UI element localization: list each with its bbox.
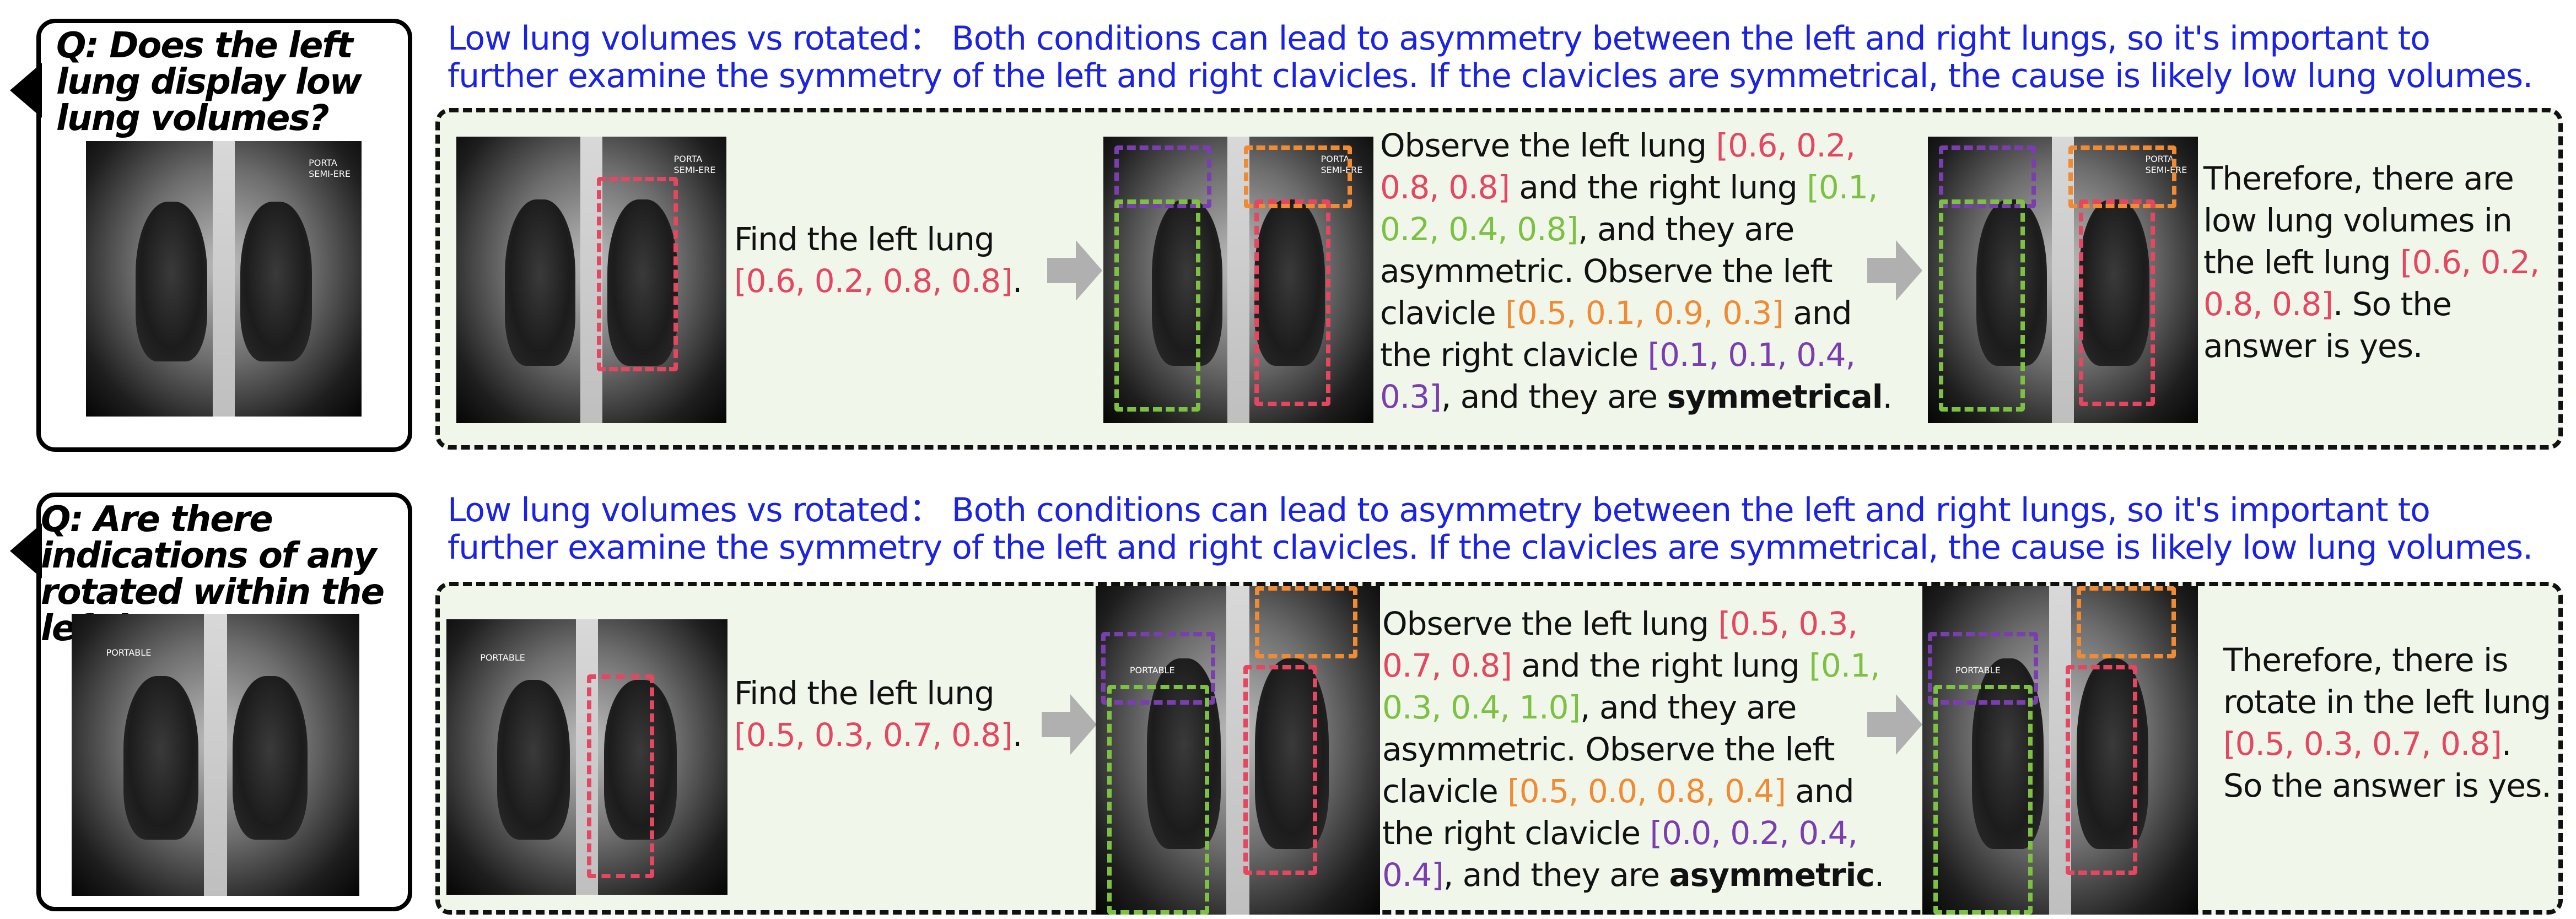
left-lung-box (2066, 665, 2137, 875)
left-lung-coords: [0.5, 0.3, 0.7, 0.8] (1382, 605, 1858, 684)
right-clavicle-box (1928, 632, 2038, 705)
left-lung-box (1254, 199, 1330, 406)
explanation-line-2: further examine the symmetry of the left… (448, 57, 2533, 95)
right-clavicle-coords: [0.1, 0.1, 0.4, 0.3] (1380, 336, 1856, 415)
left-lung-box (587, 674, 655, 878)
left-lung-box (1243, 665, 1318, 875)
step2-xray-image: PORTABLE (1096, 586, 1380, 915)
step1-text: Find the left lung [0.6, 0.2, 0.8, 0.8]. (734, 220, 1022, 300)
question-xray-image: PORTA SEMI-ERE (86, 141, 362, 417)
arrow-right-icon (1042, 694, 1097, 755)
left-clavicle-box (1254, 586, 1357, 659)
xray-label: PORTA SEMI-ERE (1321, 154, 1363, 176)
step1-text: Find the left lung [0.5, 0.3, 0.7, 0.8]. (734, 674, 1022, 754)
example-row-2: Q: Are there indications of any rotated … (0, 460, 2576, 919)
step2-xray-image: PORTA SEMI-ERE (1103, 137, 1373, 423)
speech-pointer-icon (10, 63, 42, 118)
xray-label: PORTABLE (1955, 665, 2001, 676)
right-clavicle-coords: [0.0, 0.2, 0.4, 0.4] (1382, 814, 1858, 894)
right-clavicle-box (1101, 632, 1215, 705)
left-lung-box (596, 176, 678, 372)
right-lung-box (1938, 199, 2025, 412)
right-lung-box (1114, 199, 1201, 412)
xray-label: PORTA SEMI-ERE (309, 158, 351, 179)
right-lung-coords: [0.1, 0.3, 0.4, 1.0] (1382, 647, 1880, 726)
right-lung-box (1107, 684, 1210, 915)
question-text: Q: Does the left lung display low lung v… (56, 25, 362, 139)
reasoning-panel: PORTABLE Find the left lung [0.5, 0.3, 0… (435, 582, 2563, 915)
explanation-text: Low lung volumes vs rotated： Both condit… (448, 491, 2569, 566)
step3-text: Therefore, there is rotate in the left l… (2223, 641, 2552, 804)
explanation-line-2: further examine the symmetry of the left… (448, 528, 2533, 567)
question-xray-image: PORTABLE (72, 614, 359, 896)
right-lung-box (1933, 684, 2033, 915)
verdict-text: asymmetric (1669, 856, 1874, 894)
left-lung-coords: [0.5, 0.3, 0.7, 0.8] (2223, 725, 2502, 763)
explanation-line-1: Low lung volumes vs rotated： Both condit… (448, 491, 2431, 529)
step2-text: Observe the left lung [0.6, 0.2, 0.8, 0.… (1380, 127, 1893, 415)
verdict-text: symmetrical (1667, 378, 1883, 415)
xray-label: PORTABLE (480, 652, 525, 663)
arrow-right-icon (1047, 240, 1102, 301)
right-clavicle-box (1938, 145, 2036, 208)
left-lung-coords: [0.6, 0.2, 0.8, 0.8] (734, 262, 1013, 300)
example-row-1: Q: Does the left lung display low lung v… (10, 19, 2569, 452)
right-lung-coords: [0.1, 0.2, 0.4, 0.8] (1380, 169, 1878, 248)
xray-label: PORTA SEMI-ERE (2145, 154, 2187, 176)
left-lung-coords: [0.6, 0.2, 0.8, 0.8] (1380, 127, 1856, 206)
left-clavicle-box (2068, 145, 2176, 208)
arrow-right-icon (1867, 240, 1922, 301)
xray-label: PORTABLE (1129, 665, 1175, 676)
step3-xray-image: PORTA SEMI-ERE (1928, 137, 2198, 423)
left-clavicle-coords: [0.5, 0.0, 0.8, 0.4] (1507, 772, 1786, 810)
left-clavicle-coords: [0.5, 0.1, 0.9, 0.3] (1505, 294, 1784, 332)
step1-xray-image: PORTABLE (446, 619, 727, 895)
explanation-text: Low lung volumes vs rotated： Both condit… (448, 20, 2569, 95)
step3-text: Therefore, there are low lung volumes in… (2203, 160, 2540, 365)
question-bubble: Q: Are there indications of any rotated … (10, 493, 412, 911)
question-bubble: Q: Does the left lung display low lung v… (10, 19, 412, 452)
explanation-line-1: Low lung volumes vs rotated： Both condit… (448, 19, 2431, 58)
left-clavicle-box (2077, 586, 2176, 659)
reasoning-panel: PORTA SEMI-ERE Find the left lung [0.6, … (435, 108, 2563, 450)
left-lung-coords: [0.5, 0.3, 0.7, 0.8] (734, 716, 1013, 754)
xray-label: PORTA SEMI-ERE (673, 154, 716, 176)
arrow-right-icon (1867, 694, 1922, 755)
step2-text: Observe the left lung [0.5, 0.3, 0.7, 0.… (1382, 605, 1884, 894)
left-clavicle-box (1243, 145, 1352, 208)
right-clavicle-box (1114, 145, 1211, 208)
step1-xray-image: PORTA SEMI-ERE (456, 137, 726, 423)
step3-xray-image: PORTABLE (1922, 586, 2198, 915)
left-lung-coords: [0.6, 0.2, 0.8, 0.8] (2203, 244, 2540, 323)
xray-label: PORTABLE (106, 647, 152, 658)
left-lung-box (2079, 199, 2155, 406)
speech-pointer-icon (10, 523, 42, 579)
